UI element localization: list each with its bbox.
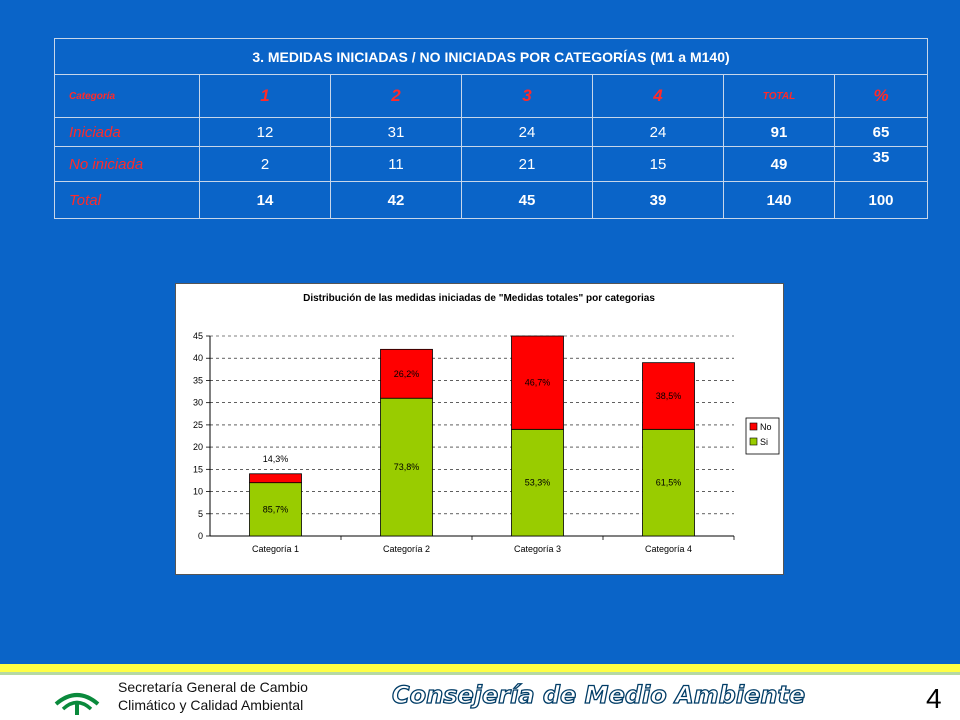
table-cell: 2: [199, 146, 331, 182]
bar-si: [642, 428, 695, 537]
header-percent: %: [834, 74, 928, 118]
data-label: 26,2%: [394, 369, 420, 379]
chart-title: Distribución de las medidas iniciadas de…: [303, 293, 655, 304]
legend-label: Si: [760, 437, 768, 447]
bar-no: [380, 348, 433, 399]
y-tick-label: 20: [193, 442, 203, 452]
org-line-1: Secretaría General de Cambio: [118, 679, 308, 695]
y-tick-label: 45: [193, 331, 203, 341]
ministry-name: Consejería de Medio Ambiente: [391, 680, 806, 709]
table-cell-total: 49: [723, 146, 835, 182]
accent-stripe: [0, 664, 960, 672]
header-categoria: Categoría: [54, 74, 200, 118]
table-cell: 21: [461, 146, 593, 182]
stacked-bar-chart: Distribución de las medidas iniciadas de…: [175, 283, 784, 575]
page-number: 4: [926, 683, 942, 714]
data-label: 61,5%: [656, 478, 682, 488]
table-title: 3. MEDIDAS INICIADAS / NO INICIADAS POR …: [54, 38, 928, 75]
table-cell: 14: [199, 181, 331, 219]
table-row-no-iniciada: No iniciada 2 11 21 15 49 35: [54, 146, 928, 182]
y-tick-label: 0: [198, 531, 203, 541]
header-cat-4: 4: [592, 74, 724, 118]
x-tick-label: Categoría 3: [514, 544, 561, 554]
data-label: 46,7%: [525, 378, 551, 388]
table-cell: 15: [592, 146, 724, 182]
x-tick-label: Categoría 4: [645, 544, 692, 554]
legend-swatch: [749, 437, 758, 446]
bar-no: [249, 473, 302, 484]
header-cat-3: 3: [461, 74, 593, 118]
table-cell: 31: [330, 117, 462, 147]
table-cell: 39: [592, 181, 724, 219]
x-tick-label: Categoría 2: [383, 544, 430, 554]
table-cell: 24: [461, 117, 593, 147]
header-cat-1: 1: [199, 74, 331, 118]
table-cell: 45: [461, 181, 593, 219]
junta-andalucia-logo-icon: [54, 693, 100, 715]
y-tick-label: 30: [193, 398, 203, 408]
data-label: 53,3%: [525, 478, 551, 488]
y-tick-label: 10: [193, 487, 203, 497]
bar-si: [380, 397, 433, 537]
table-cell: 11: [330, 146, 462, 182]
organization-name: Secretaría General de Cambio Climático y…: [118, 678, 308, 714]
y-tick-label: 15: [193, 464, 203, 474]
row-label: No iniciada: [54, 146, 200, 182]
bar-si: [249, 482, 302, 537]
legend-label: No: [760, 422, 772, 432]
data-label: 73,8%: [394, 462, 420, 472]
data-label: 38,5%: [656, 391, 682, 401]
data-table: 3. MEDIDAS INICIADAS / NO INICIADAS POR …: [54, 38, 928, 219]
table-row-iniciada: Iniciada 12 31 24 24 91 65: [54, 117, 928, 147]
header-total: TOTAL: [723, 74, 835, 118]
chart-canvas: Distribución de las medidas iniciadas de…: [193, 293, 780, 554]
table-cell-percent: 100: [834, 181, 928, 219]
bar-no: [511, 335, 564, 430]
accent-stripe-light: [0, 672, 960, 675]
x-tick-label: Categoría 1: [252, 544, 299, 554]
header-cat-2: 2: [330, 74, 462, 118]
footer-bar: [0, 675, 960, 720]
y-tick-label: 35: [193, 375, 203, 385]
bar-si: [511, 428, 564, 537]
table-header-row: Categoría 1 2 3 4 TOTAL %: [54, 74, 928, 118]
y-tick-label: 40: [193, 353, 203, 363]
y-tick-label: 25: [193, 420, 203, 430]
data-label: 85,7%: [263, 504, 289, 514]
table-cell: 24: [592, 117, 724, 147]
table-cell-total: 140: [723, 181, 835, 219]
y-tick-label: 5: [198, 509, 203, 519]
row-label: Iniciada: [54, 117, 200, 147]
row-label: Total: [54, 181, 200, 219]
table-row-total: Total 14 42 45 39 140 100: [54, 181, 928, 219]
legend-swatch: [749, 422, 758, 431]
table-cell-percent: 35: [834, 146, 928, 182]
org-line-2: Climático y Calidad Ambiental: [118, 697, 304, 713]
table-cell-percent: 65: [834, 117, 928, 147]
table-cell: 42: [330, 181, 462, 219]
bar-no: [642, 362, 695, 430]
table-cell-total: 91: [723, 117, 835, 147]
data-label: 14,3%: [263, 454, 289, 464]
table-cell: 12: [199, 117, 331, 147]
